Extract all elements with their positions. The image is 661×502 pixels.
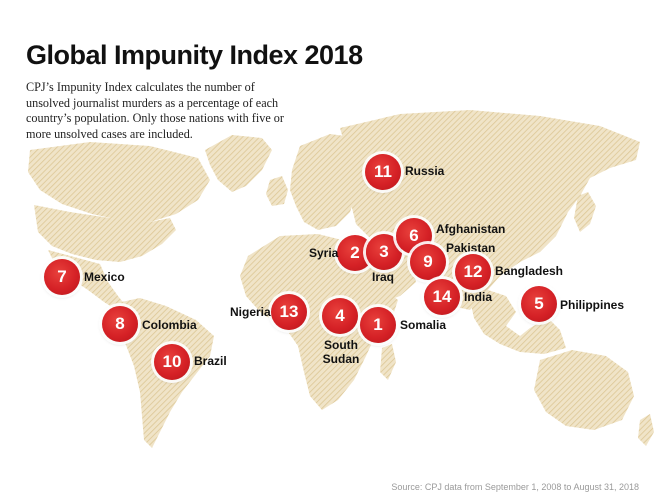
label-somalia: Somalia (400, 318, 447, 332)
japan-shape (574, 192, 596, 232)
label-philippines: Philippines (560, 298, 625, 312)
usa-shape (34, 205, 176, 262)
marker-bangladesh[interactable]: 12 (455, 254, 491, 290)
rank-number: 10 (162, 352, 182, 371)
marker-brazil[interactable]: 10 (154, 344, 190, 380)
label-bangladesh: Bangladesh (495, 264, 564, 278)
marker-south-sudan[interactable]: 4 (322, 298, 358, 334)
label-india: India (464, 290, 493, 304)
label-russia: Russia (405, 164, 445, 178)
label-south-sudan: South Sudan (322, 338, 360, 366)
rank-number: 2 (350, 243, 360, 262)
rank-number: 4 (335, 306, 345, 325)
uk-shape (266, 176, 288, 206)
madagascar-shape (380, 344, 396, 380)
rank-number: 9 (423, 252, 433, 271)
marker-russia[interactable]: 11 (365, 154, 401, 190)
marker-india[interactable]: 14 (424, 279, 460, 315)
rank-number: 6 (409, 226, 419, 245)
label-mexico: Mexico (84, 270, 125, 284)
map-description: CPJ’s Impunity Index calculates the numb… (26, 80, 284, 141)
label-nigeria: Nigeria (230, 305, 271, 319)
label-pakistan: Pakistan (446, 241, 496, 255)
rank-number: 12 (463, 262, 483, 281)
rank-number: 13 (279, 302, 299, 321)
label-colombia: Colombia (142, 318, 197, 332)
label-syria: Syria (309, 246, 339, 260)
label-iraq: Iraq (372, 270, 395, 284)
rank-number: 7 (57, 267, 67, 286)
marker-nigeria[interactable]: 13 (271, 294, 307, 330)
greenland-shape (205, 135, 272, 192)
rank-number: 5 (534, 294, 544, 313)
source-note: Source: CPJ data from September 1, 2008 … (391, 482, 639, 492)
new-zealand-shape (638, 414, 654, 446)
map-title: Global Impunity Index 2018 (26, 40, 363, 70)
label-brazil: Brazil (194, 354, 227, 368)
australia-shape (534, 350, 634, 430)
rank-number: 8 (115, 314, 125, 333)
label-afghanistan: Afghanistan (436, 222, 506, 236)
rank-number: 11 (374, 162, 392, 181)
marker-mexico[interactable]: 7 (44, 259, 80, 295)
marker-pakistan[interactable]: 9 (410, 244, 446, 280)
rank-number: 14 (432, 287, 452, 306)
marker-colombia[interactable]: 8 (102, 306, 138, 342)
rank-number: 1 (373, 315, 383, 334)
africa-shape (240, 234, 398, 410)
europe-shape (290, 134, 360, 230)
rank-number: 3 (379, 242, 389, 261)
marker-somalia[interactable]: 1 (360, 307, 396, 343)
southeast-asia-shape (470, 290, 566, 354)
canada-shape (28, 142, 210, 222)
marker-philippines[interactable]: 5 (521, 286, 557, 322)
